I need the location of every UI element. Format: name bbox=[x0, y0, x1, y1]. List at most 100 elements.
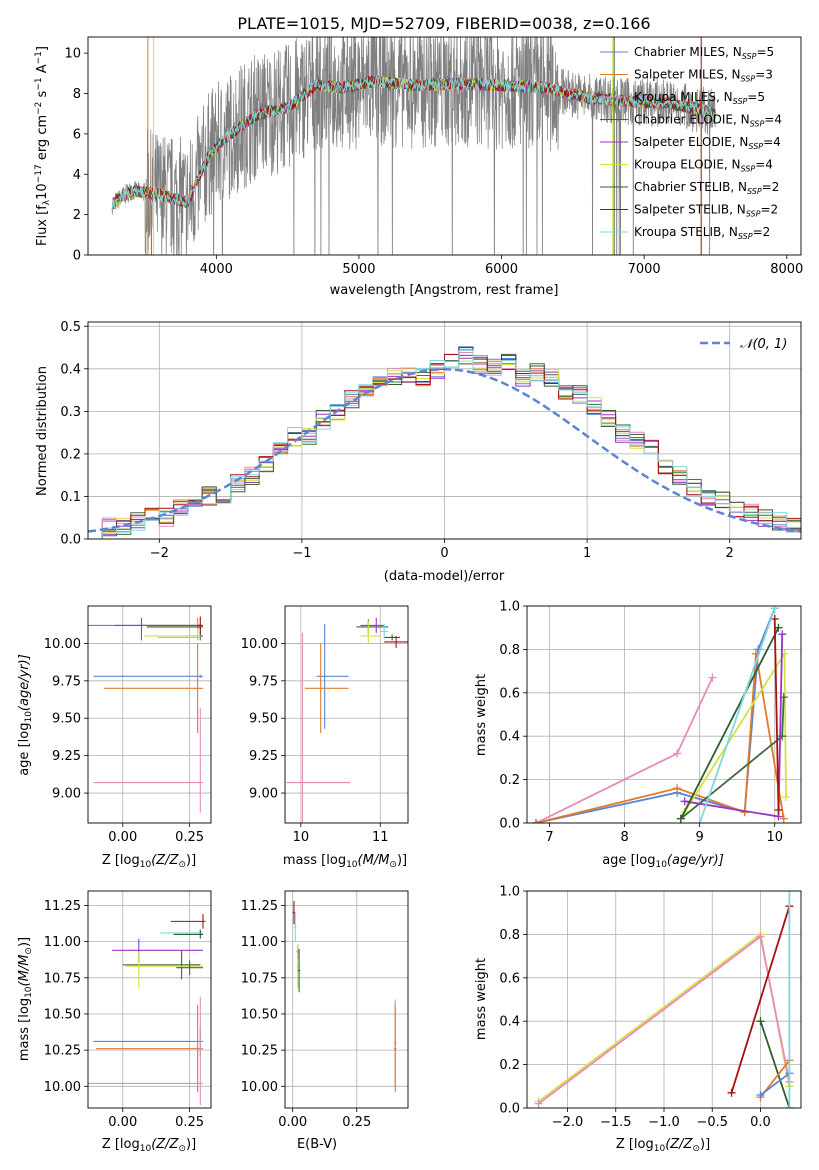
y-tick-label: 10.25 bbox=[241, 1044, 278, 1059]
legend-label-sub: SSP bbox=[742, 52, 757, 61]
y-tick-label: 10.75 bbox=[44, 971, 81, 986]
legend-label-chabrier_elodie: Chabrier ELODIE, NSSP=4 bbox=[634, 113, 782, 129]
mass-vs-metallicity-plot-area: 0.00 0.25 10.00 10.25 10.50 10.75 11.00 11.25 bbox=[44, 890, 212, 1130]
weight-point-kroupa_stelib bbox=[770, 606, 779, 613]
weight-point-salpeter_miles bbox=[532, 819, 541, 823]
residuals-legend: 𝒩(0, 1) bbox=[700, 337, 787, 352]
weight-series bbox=[532, 606, 790, 823]
y-tick-label: 0.6 bbox=[499, 971, 520, 986]
y-tick-label: 10.00 bbox=[44, 637, 81, 652]
weight-point-chabrier_stelib bbox=[676, 814, 685, 823]
y-tick-label: 6 bbox=[73, 127, 81, 142]
y-tick-label: 0.5 bbox=[60, 320, 81, 335]
legend-label-text: Chabrier MILES, N bbox=[634, 45, 742, 59]
y-tick-label: 0.4 bbox=[499, 1015, 520, 1030]
x-tick-label: 2 bbox=[726, 546, 734, 561]
legend-label-count: =4 bbox=[755, 158, 773, 172]
legend-label-salpeter_miles: Salpeter MILES, NSSP=3 bbox=[634, 68, 773, 84]
spectrum-panel: PLATE=1015, MJD=52709, FIBERID=0038, z=0… bbox=[34, 14, 803, 298]
weight-point-kroupa_miles bbox=[756, 932, 765, 941]
legend-label-count: =2 bbox=[762, 180, 780, 194]
x-tick-label: −2.0 bbox=[552, 1115, 584, 1130]
x-tick-label: −0.5 bbox=[696, 1115, 728, 1130]
y-tick-label: 10.00 bbox=[44, 1080, 81, 1095]
normal-curve bbox=[88, 368, 801, 533]
weight-vs-metallicity-xlabel: Z [log10(Z/Z⊙)] bbox=[616, 1137, 710, 1154]
y-tick-label: 0.0 bbox=[499, 817, 520, 832]
y-tick-label: 10.00 bbox=[241, 1080, 278, 1095]
weight-line-chabrier_miles bbox=[759, 1072, 790, 1096]
age-vs-mass-plot-area: 10 11 9.00 9.25 9.50 9.75 10.00 bbox=[241, 605, 409, 845]
y-tick-label: 9.75 bbox=[249, 674, 278, 689]
axes-frame bbox=[526, 890, 802, 1109]
spectrum-title: PLATE=1015, MJD=52709, FIBERID=0038, z=0… bbox=[237, 14, 650, 33]
spectrum-plot-area: 4000 5000 6000 7000 8000 0 2 4 6 8 10 bbox=[64, 36, 803, 277]
axes-frame bbox=[87, 605, 212, 824]
age-vs-metallicity-plot-area: 0.00 0.25 9.00 9.25 9.50 9.75 10.00 bbox=[44, 605, 212, 845]
errorbar-points bbox=[292, 901, 397, 1093]
x-tick-label: −1 bbox=[292, 546, 311, 561]
x-tick-label: −2 bbox=[150, 546, 169, 561]
y-tick-label: 11.25 bbox=[44, 899, 81, 914]
legend-label-sub: SSP bbox=[733, 97, 748, 106]
residuals-panel: −2 −1 0 1 2 0.0 0.1 0.2 0.3 0.4 0.5 (data-model)/e… bbox=[35, 320, 802, 584]
y-tick-label: 10 bbox=[64, 47, 81, 62]
x-tick-label: 0.00 bbox=[278, 1115, 307, 1130]
x-tick-label: −1.5 bbox=[600, 1115, 632, 1130]
weight-line-chabrier_elodie bbox=[680, 697, 785, 820]
weight-series bbox=[534, 891, 794, 1108]
legend-label-text: Chabrier ELODIE, N bbox=[634, 113, 750, 127]
y-tick-label: 10.50 bbox=[241, 1007, 278, 1022]
y-tick-label: 11.25 bbox=[241, 899, 278, 914]
errorbar-points bbox=[88, 914, 206, 1106]
axes-frame bbox=[526, 605, 802, 824]
y-tick-label: 0.8 bbox=[499, 643, 520, 658]
legend-label-kroupa_elodie: Kroupa ELODIE, NSSP=4 bbox=[634, 158, 773, 174]
axes-frame bbox=[87, 36, 802, 256]
errorbar-points bbox=[286, 617, 408, 823]
weight-vs-metallicity-ylabel: mass weight bbox=[474, 958, 489, 1040]
residuals-ylabel: Normed distribution bbox=[35, 366, 50, 496]
x-tick-label: 9 bbox=[696, 830, 704, 845]
legend-label-count: =4 bbox=[764, 113, 782, 127]
legend-label-text: Kroupa MILES, N bbox=[634, 90, 733, 104]
x-tick-label: 8 bbox=[620, 830, 628, 845]
weight-point-chabrier_miles bbox=[756, 1090, 765, 1099]
legend-label-sub: SSP bbox=[746, 210, 761, 219]
y-tick-label: 9.25 bbox=[249, 749, 278, 764]
weight-point-chabrier_stelib bbox=[756, 1017, 765, 1026]
legend-label-salpeter_stelib: Salpeter STELIB, NSSP=2 bbox=[634, 203, 778, 219]
axes-frame bbox=[87, 890, 212, 1109]
legend-label-kroupa_stelib: Kroupa STELIB, NSSP=2 bbox=[634, 225, 770, 241]
legend-label-count: =4 bbox=[763, 135, 781, 149]
y-tick-label: 0.4 bbox=[60, 362, 81, 377]
x-tick-label: 7000 bbox=[628, 262, 661, 277]
y-tick-label: 11.00 bbox=[241, 935, 278, 950]
weight-vs-metallicity-plot-area: −2.0 −1.5 −1.0 −0.5 0.0 0.0 0.2 0.4 0.6 0.8 1.0 bbox=[499, 885, 802, 1130]
y-tick-label: 9.50 bbox=[249, 712, 278, 727]
age-vs-mass-panel: 10 11 9.00 9.25 9.50 9.75 10.00 mass [log10(M/… bbox=[241, 605, 409, 870]
weight-vs-metallicity-panel: −2.0 −1.5 −1.0 −0.5 0.0 0.0 0.2 0.4 0.6 0.8 1.0 Z … bbox=[474, 885, 802, 1154]
y-tick-label: 9.00 bbox=[249, 787, 278, 802]
y-tick-label: 10.50 bbox=[44, 1007, 81, 1022]
weight-line-salpeter_stelib bbox=[773, 618, 780, 811]
weight-point-kroupa_miles bbox=[534, 1099, 543, 1108]
spectrum-ylabel: Flux [fλ10−17 erg cm−2 s−1 A−1] bbox=[34, 46, 52, 246]
axes-frame bbox=[87, 321, 802, 540]
mass-ylabel: mass [log10(M/M⊙)] bbox=[17, 937, 34, 1061]
legend-label-sub: SSP bbox=[747, 187, 762, 196]
weight-line-chabrier_miles bbox=[535, 607, 776, 823]
x-tick-label: 0.00 bbox=[108, 830, 137, 845]
y-tick-label: 10.00 bbox=[241, 637, 278, 652]
legend-label-salpeter_elodie: Salpeter ELODIE, NSSP=4 bbox=[634, 135, 781, 151]
y-tick-label: 9.00 bbox=[52, 787, 81, 802]
legend-label-sub: SSP bbox=[750, 120, 765, 129]
y-tick-label: 9.50 bbox=[52, 712, 81, 727]
y-tick-label: 0.8 bbox=[499, 928, 520, 943]
weight-point-salpeter_stelib bbox=[770, 615, 779, 624]
y-tick-label: 1.0 bbox=[499, 885, 520, 900]
weight-vs-age-panel: 7 8 9 10 0.0 0.2 0.4 0.6 0.8 1.0 age [log10(age/y… bbox=[474, 600, 802, 870]
legend-label-sub: SSP bbox=[741, 165, 756, 174]
errorbar-points bbox=[88, 616, 203, 813]
